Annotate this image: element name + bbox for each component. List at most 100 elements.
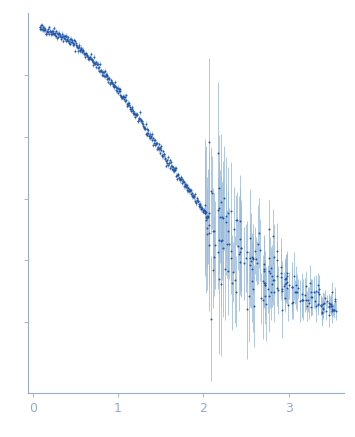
Point (49, 28, 54, 35)
Point (160, 148, 166, 155)
Point (161, 151, 167, 158)
Point (223, 219, 229, 226)
Point (142, 125, 147, 132)
Point (225, 227, 230, 234)
Point (132, 110, 138, 117)
Point (321, 299, 327, 306)
Point (229, 254, 234, 261)
Point (202, 207, 207, 214)
Point (302, 291, 308, 298)
Point (117, 87, 122, 94)
Point (103, 73, 108, 80)
Point (39, 26, 44, 33)
Point (250, 266, 255, 273)
Point (91, 53, 97, 60)
Point (165, 162, 171, 169)
Point (47, 28, 53, 35)
Point (120, 93, 125, 100)
Point (274, 257, 279, 264)
Point (229, 279, 235, 286)
Point (284, 269, 289, 276)
Point (218, 198, 223, 205)
Point (158, 145, 163, 152)
Point (284, 272, 289, 279)
Point (111, 81, 116, 88)
Point (284, 278, 290, 285)
Point (37, 24, 42, 31)
Point (202, 208, 208, 215)
Point (171, 167, 177, 174)
Point (196, 200, 201, 207)
Point (329, 306, 335, 313)
Point (66, 37, 72, 44)
Point (138, 117, 144, 124)
Point (190, 194, 196, 201)
Point (328, 302, 334, 309)
Point (37, 25, 43, 32)
Point (126, 100, 131, 107)
Point (200, 204, 205, 211)
Point (266, 292, 272, 299)
Point (282, 276, 288, 283)
Point (56, 29, 62, 36)
Point (102, 73, 108, 80)
Point (246, 293, 252, 300)
Point (244, 305, 250, 312)
Point (61, 35, 67, 42)
Point (92, 59, 97, 66)
Point (93, 63, 99, 70)
Point (173, 172, 179, 179)
Point (315, 289, 321, 296)
Point (164, 157, 170, 164)
Point (89, 55, 94, 62)
Point (267, 267, 272, 274)
Point (58, 35, 64, 42)
Point (178, 177, 183, 184)
Point (121, 96, 127, 103)
Point (65, 35, 70, 42)
Point (211, 266, 216, 273)
Point (83, 50, 89, 57)
Point (147, 133, 152, 140)
Point (69, 37, 75, 44)
Point (299, 291, 305, 298)
Point (188, 187, 194, 194)
Point (223, 212, 229, 219)
Point (235, 242, 240, 249)
Point (148, 134, 153, 141)
Point (319, 308, 325, 315)
Point (70, 39, 76, 46)
Point (202, 209, 208, 216)
Point (196, 203, 202, 210)
Point (87, 55, 92, 62)
Point (74, 43, 80, 50)
Point (247, 235, 252, 242)
Point (175, 170, 181, 177)
Point (175, 172, 180, 179)
Point (81, 46, 86, 53)
Point (242, 260, 247, 267)
Point (208, 316, 214, 323)
Point (168, 163, 174, 170)
Point (88, 51, 93, 58)
Point (224, 240, 230, 247)
Point (293, 288, 299, 295)
Point (170, 164, 175, 171)
Point (160, 151, 165, 158)
Point (47, 27, 53, 34)
Point (205, 212, 211, 219)
Point (204, 230, 210, 237)
Point (127, 105, 133, 112)
Point (59, 30, 65, 37)
Point (124, 101, 130, 108)
Point (329, 288, 335, 295)
Point (172, 166, 178, 173)
Point (145, 126, 151, 133)
Point (155, 144, 160, 151)
Point (116, 88, 122, 95)
Point (250, 278, 255, 285)
Point (174, 175, 180, 182)
Point (283, 280, 288, 287)
Point (322, 294, 328, 301)
Point (261, 280, 267, 287)
